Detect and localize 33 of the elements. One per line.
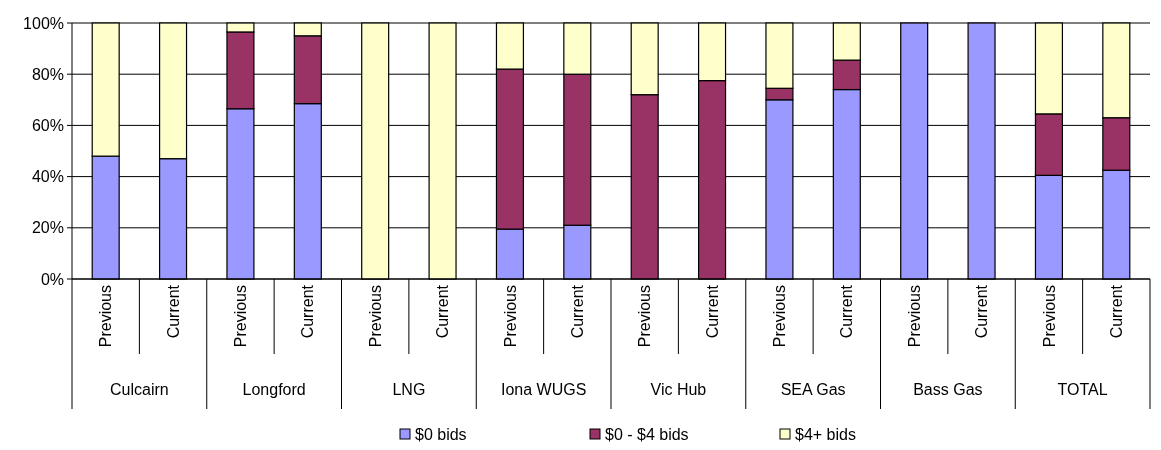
x-tick-label: Previous <box>771 285 789 348</box>
text: LNG <box>392 381 426 398</box>
x-tick-label: Current <box>299 284 317 339</box>
x-tick-label: Previous <box>366 285 384 348</box>
y-tick-label: 100% <box>23 14 64 32</box>
y-tick-label: 40% <box>31 168 64 186</box>
x-tick-label: Current <box>703 284 721 339</box>
text: SEA Gas <box>780 381 846 398</box>
text: Iona WUGS <box>500 381 587 398</box>
y-tick-label: 20% <box>31 219 64 237</box>
y-tick-label: 0% <box>40 270 64 288</box>
x-tick-label: Previous <box>232 285 250 348</box>
text: Vic Hub <box>650 381 707 398</box>
text: Longford <box>242 381 306 398</box>
x-tick-label: Current <box>973 284 991 339</box>
x-tick-label: Previous <box>905 285 923 348</box>
legend-label: $0 - $4 bids <box>605 426 689 443</box>
x-tick-label: Current <box>434 284 452 339</box>
text: Bass Gas <box>913 381 983 398</box>
y-tick-label: 60% <box>31 117 64 134</box>
x-tick-label: Previous <box>1040 285 1058 348</box>
x-tick-label: Previous <box>501 285 519 348</box>
text: Culcairn <box>110 381 169 398</box>
text: TOTAL <box>1057 381 1108 398</box>
x-tick-label: Previous <box>636 285 654 348</box>
x-tick-label: Current <box>568 284 586 339</box>
legend-label: $4+ bids <box>795 426 856 443</box>
legend-label: $0 bids <box>415 426 467 443</box>
x-tick-label: Previous <box>97 285 115 348</box>
y-tick-label: 80% <box>31 65 64 83</box>
x-tick-label: Current <box>164 284 182 339</box>
x-tick-label: Current <box>838 284 856 339</box>
x-tick-label: Current <box>1107 284 1125 339</box>
